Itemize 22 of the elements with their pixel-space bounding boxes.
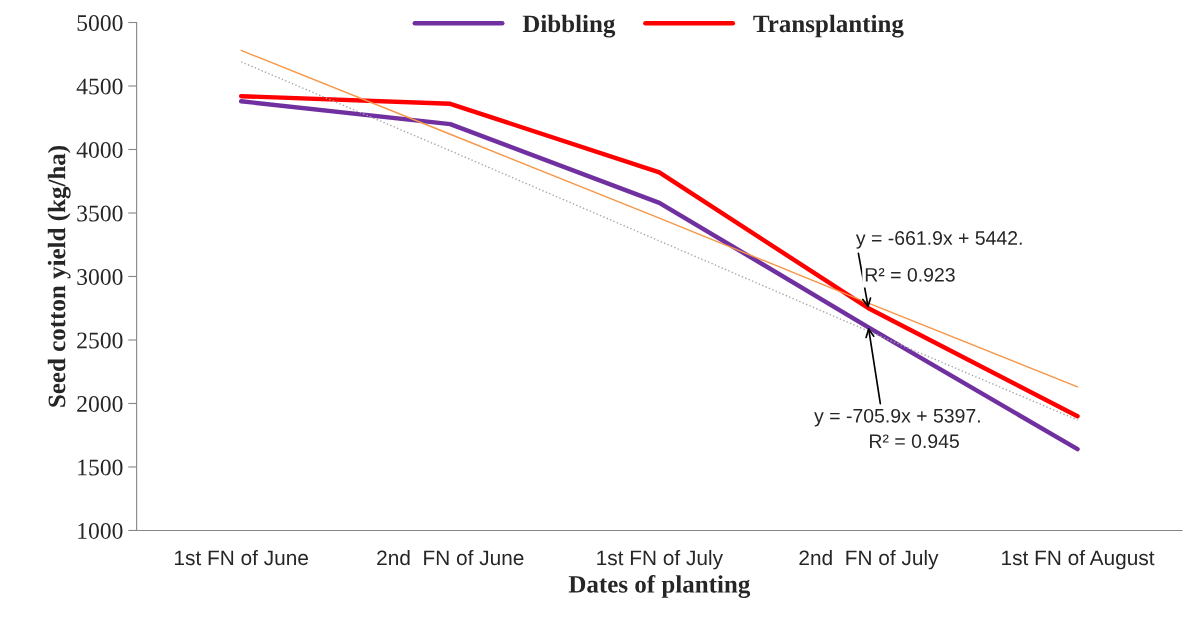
y-tick-label: 3500 xyxy=(77,205,123,222)
y-axis-title: Seed cotton yield (kg/ha) xyxy=(47,145,71,407)
annotation: R² = 0.923 xyxy=(865,267,955,282)
y-tick-label: 5000 xyxy=(77,15,123,31)
legend-label: Dibbling xyxy=(522,14,616,38)
y-tick-label: 2000 xyxy=(77,395,123,412)
x-tick-label: 1st FN of August xyxy=(1002,549,1155,570)
x-tick-label: 1st FN of June xyxy=(175,549,308,566)
y-tick-label: 1500 xyxy=(78,459,123,476)
x-tick-label: 2nd FN of June xyxy=(377,549,524,566)
x-tick-label: 2nd FN of July xyxy=(799,549,939,570)
y-tick-label: 4000 xyxy=(76,141,123,158)
y-tick-label: 1000 xyxy=(78,522,123,539)
y-tick-label: 4500 xyxy=(76,78,123,95)
y-tick-label: 2500 xyxy=(77,332,123,349)
annotation: R² = 0.945 xyxy=(870,434,959,449)
x-axis-title: Dates of planting xyxy=(568,574,751,599)
y-tick-label: 3000 xyxy=(77,268,123,285)
annotation: y = -661.9x + 5442. xyxy=(855,231,1022,249)
x-tick-label: 1st FN of July xyxy=(597,549,723,570)
annotation: y = -705.9x + 5397. xyxy=(814,408,980,427)
legend-label: Transplanting xyxy=(753,14,904,38)
